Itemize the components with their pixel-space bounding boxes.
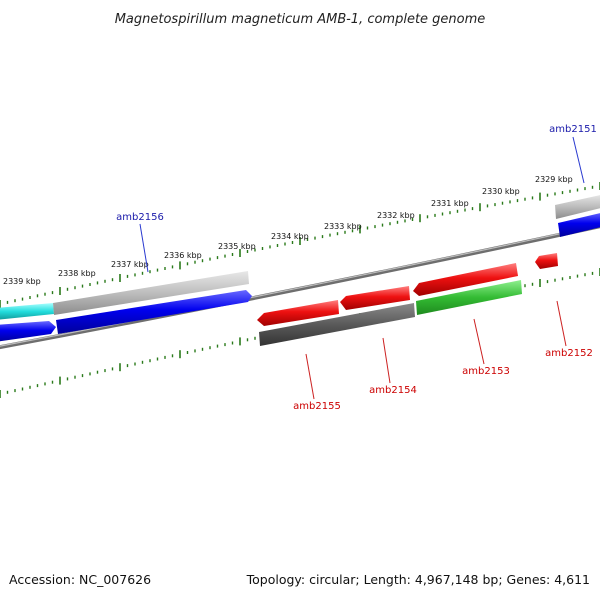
forward-cds bbox=[0, 212, 600, 342]
gene-label-amb2156[interactable]: amb2156 bbox=[116, 212, 164, 223]
tick-label: 2329 kbp bbox=[535, 175, 573, 184]
gene-leader-line bbox=[139, 223, 149, 273]
cds-amb2152[interactable] bbox=[535, 253, 558, 269]
genome-summary: Topology: circular; Length: 4,967,148 bp… bbox=[246, 572, 590, 587]
gene-span-grey-amb2151 bbox=[555, 195, 600, 219]
gene-leader-line bbox=[556, 300, 567, 347]
tick-label: 2334 kbp bbox=[271, 232, 309, 241]
gene-span-green-amb2153 bbox=[416, 280, 522, 315]
cds-amb2154[interactable] bbox=[340, 286, 410, 310]
accession-text: Accession: NC_007626 bbox=[9, 572, 152, 587]
tick-label: 2338 kbp bbox=[58, 269, 96, 278]
cds-amb2153[interactable] bbox=[413, 263, 518, 296]
gene-label-amb2152[interactable]: amb2152 bbox=[545, 348, 593, 359]
tick-label: 2330 kbp bbox=[482, 187, 520, 196]
gene-label-amb2155[interactable]: amb2155 bbox=[293, 401, 341, 412]
tick-label: 2331 kbp bbox=[431, 199, 469, 208]
tick-labels: 2339 kbp 2338 kbp 2337 kbp 2336 kbp 2335 kbp… bbox=[3, 175, 573, 286]
gene-leader-line bbox=[572, 136, 585, 184]
forward-gene-spans bbox=[0, 195, 600, 320]
gene-span-grey-amb2156 bbox=[53, 271, 249, 315]
cds-left-edge[interactable] bbox=[0, 321, 56, 342]
tick-label: 2335 kbp bbox=[218, 242, 256, 251]
reverse-gene-spans bbox=[259, 280, 522, 346]
gene-span-cyan bbox=[0, 303, 54, 320]
tick-label: 2333 kbp bbox=[324, 222, 362, 231]
gene-leader-line bbox=[382, 337, 391, 384]
outer-tick-track bbox=[0, 182, 600, 308]
tick-label: 2336 kbp bbox=[164, 251, 202, 260]
tick-label: 2337 kbp bbox=[111, 260, 149, 269]
genome-backbone bbox=[0, 224, 600, 350]
gene-label-amb2151[interactable]: amb2151 bbox=[549, 124, 597, 135]
tick-label: 2332 kbp bbox=[377, 211, 415, 220]
gene-label-amb2153[interactable]: amb2153 bbox=[462, 366, 510, 377]
cds-amb2151[interactable] bbox=[558, 212, 600, 237]
genome-backbone-highlight bbox=[0, 224, 600, 347]
gene-labels: amb2151 amb2152 amb2153 amb2154 amb2155 amb21… bbox=[116, 124, 597, 412]
gene-leader-line bbox=[305, 353, 315, 400]
cds-amb2156[interactable] bbox=[56, 290, 252, 334]
reverse-cds bbox=[257, 253, 558, 326]
gene-leader-line bbox=[473, 318, 485, 365]
gene-span-dark-amb2155-amb2154 bbox=[259, 303, 415, 346]
cds-amb2155[interactable] bbox=[257, 300, 339, 326]
gene-label-amb2154[interactable]: amb2154 bbox=[369, 385, 417, 396]
map-title: Magnetospirillum magneticum AMB-1, compl… bbox=[115, 12, 486, 27]
tick-label: 2339 kbp bbox=[3, 277, 41, 286]
